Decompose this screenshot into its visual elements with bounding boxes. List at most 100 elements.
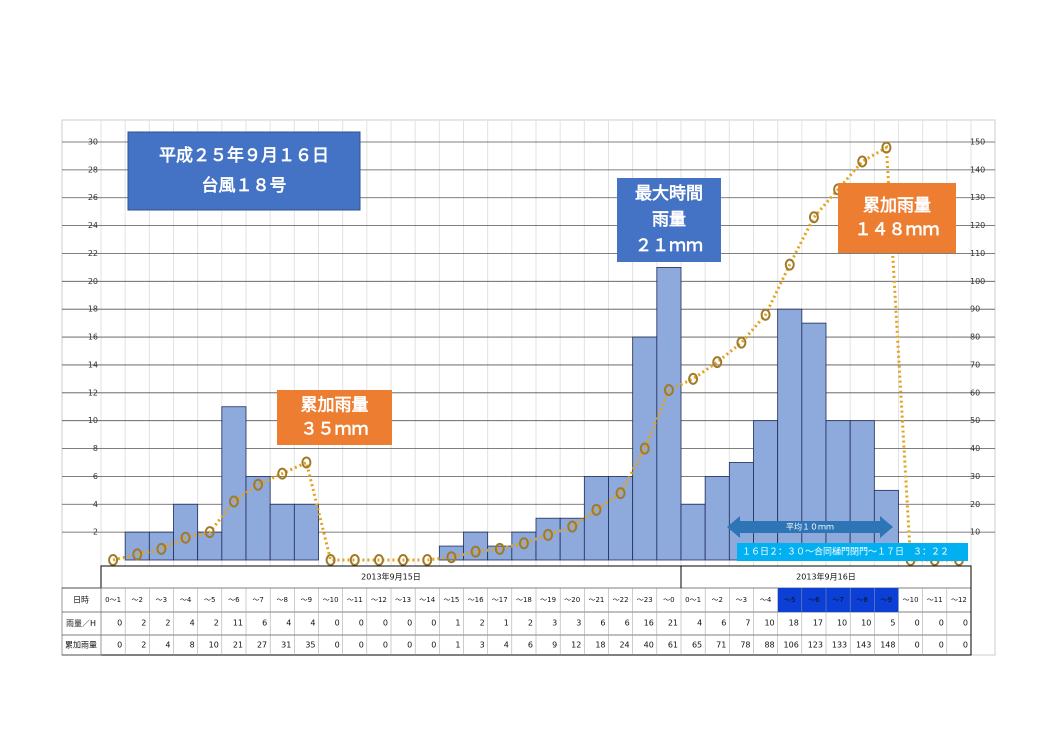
- y-tick-label: 18: [88, 305, 98, 314]
- cumulative-point: [808, 211, 819, 224]
- highlight-cell: [826, 588, 851, 612]
- annotation-box: [277, 390, 392, 445]
- rain-value: 7: [745, 619, 750, 628]
- cumulative-point: [518, 537, 529, 550]
- y-tick-label: 10: [88, 416, 98, 425]
- cumulative-value: 3: [480, 641, 485, 650]
- bar: [632, 336, 658, 561]
- cumulative-value: 12: [571, 641, 581, 650]
- rain-value: 3: [576, 619, 581, 628]
- category-label: ～16: [468, 596, 484, 604]
- rain-value: 2: [528, 619, 533, 628]
- rain-value: 0: [359, 619, 364, 628]
- annotation-box: [617, 178, 721, 262]
- category-label: ～13: [395, 596, 411, 604]
- annotation-text: 最大時間: [635, 183, 703, 204]
- cumulative-value: 0: [431, 641, 436, 650]
- category-label: ～6: [228, 596, 240, 604]
- y2-tick-label: 90: [970, 305, 980, 314]
- cumulative-value: 0: [359, 641, 364, 650]
- category-label: ～5: [204, 596, 215, 604]
- cumulative-value: 78: [740, 641, 750, 650]
- cumulative-point: [446, 551, 457, 564]
- category-label: ～0: [663, 596, 674, 604]
- annotation-box: [127, 131, 361, 211]
- category-label: ～4: [180, 596, 192, 604]
- category-label: ～9: [301, 596, 312, 604]
- rain-value: 10: [764, 619, 774, 628]
- cumulative-point: [688, 372, 699, 385]
- rain-value: 5: [890, 619, 895, 628]
- rain-value: 6: [262, 619, 267, 628]
- y2-tick-label: 150: [970, 138, 985, 147]
- cumulative-value: 4: [165, 641, 170, 650]
- category-label: ～15: [443, 596, 459, 604]
- category-label: ～7: [832, 596, 843, 604]
- rain-value: 1: [455, 619, 460, 628]
- category-label: ～12: [371, 596, 387, 604]
- cumulative-value: 0: [335, 641, 340, 650]
- cumulative-point: [470, 545, 481, 558]
- cumulative-value: 61: [668, 641, 678, 650]
- rain-value: 16: [644, 619, 654, 628]
- category-label: ～11: [347, 596, 363, 604]
- highlight-cell: [777, 588, 802, 612]
- annotation-text: １４８ｍｍ: [855, 220, 940, 240]
- y-tick-label: 28: [88, 165, 98, 174]
- rain-value: 2: [480, 619, 485, 628]
- rain-value: 6: [721, 619, 726, 628]
- cumulative-value: 2: [141, 641, 146, 650]
- cumulative-point: [639, 442, 650, 455]
- y2-tick-label: 40: [970, 444, 980, 453]
- cumulative-value: 21: [233, 641, 243, 650]
- cumulative-value: 24: [619, 641, 629, 650]
- bar: [245, 475, 271, 561]
- rain-value: 0: [431, 619, 436, 628]
- category-label: ～3: [736, 596, 747, 604]
- y2-tick-label: 110: [970, 249, 985, 258]
- category-label: ～10: [323, 596, 339, 604]
- annotation-text: 雨量: [652, 209, 686, 230]
- bar: [849, 420, 875, 561]
- category-label: ～17: [492, 596, 508, 604]
- bar: [511, 531, 537, 561]
- category-label: ～2: [712, 596, 723, 604]
- rain-value: 4: [310, 619, 315, 628]
- annotation-text: 台風１８号: [202, 175, 287, 196]
- y-tick-label: 2: [93, 528, 98, 537]
- y2-tick-label: 120: [970, 221, 985, 230]
- y2-tick-label: 20: [970, 500, 980, 509]
- cumulative-point: [156, 542, 167, 555]
- rain-value: 2: [214, 619, 219, 628]
- category-label: 0～1: [105, 596, 121, 604]
- row-label: 日時: [73, 596, 89, 605]
- cumulative-point: [881, 141, 892, 154]
- category-label: ～7: [252, 596, 263, 604]
- cumulative-point: [591, 503, 602, 516]
- cumulative-point: [398, 554, 409, 566]
- rain-value: 18: [789, 619, 799, 628]
- cumulative-value: 106: [784, 641, 799, 650]
- annotation-text: 累加雨量: [301, 395, 369, 416]
- rain-value: 1: [504, 619, 509, 628]
- cumulative-point: [494, 542, 505, 555]
- cumulative-point: [857, 155, 868, 168]
- category-label: ～4: [760, 596, 772, 604]
- average-arrow: [727, 516, 893, 538]
- y2-tick-label: 140: [970, 165, 985, 174]
- row-label: 累加雨量: [65, 640, 97, 650]
- cumulative-value: 27: [257, 641, 267, 650]
- bar: [825, 420, 851, 561]
- cumulative-value: 148: [880, 641, 895, 650]
- cumulative-value: 35: [305, 641, 315, 650]
- y-tick-label: 22: [88, 249, 98, 258]
- cumulative-value: 133: [832, 641, 847, 650]
- cumulative-point: [784, 258, 795, 271]
- cumulative-value: 40: [644, 641, 654, 650]
- y-tick-label: 12: [88, 388, 98, 397]
- category-label: ～3: [156, 596, 167, 604]
- annotation-text: 平均１０ｍｍ: [786, 522, 834, 532]
- cumulative-point: [663, 384, 674, 397]
- cumulative-point: [132, 548, 143, 561]
- y2-tick-label: 50: [970, 416, 980, 425]
